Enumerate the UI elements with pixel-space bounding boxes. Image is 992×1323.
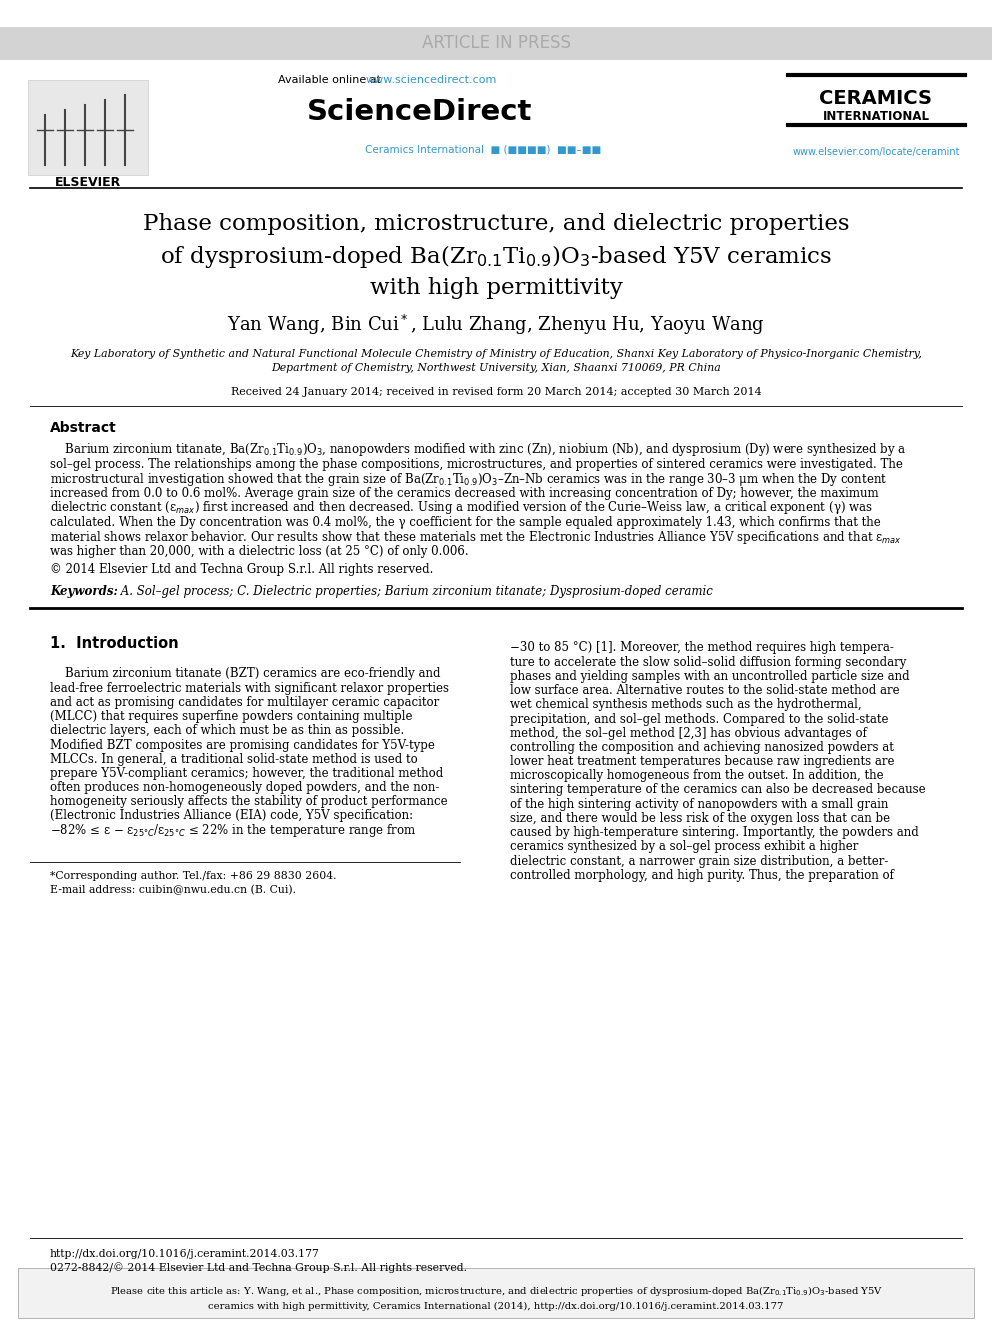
Text: www.elsevier.com/locate/ceramint: www.elsevier.com/locate/ceramint — [793, 147, 959, 157]
Text: (MLCC) that requires superfine powders containing multiple: (MLCC) that requires superfine powders c… — [50, 710, 413, 724]
Text: ture to accelerate the slow solid–solid diffusion forming secondary: ture to accelerate the slow solid–solid … — [510, 656, 907, 668]
Text: Phase composition, microstructure, and dielectric properties: Phase composition, microstructure, and d… — [143, 213, 849, 235]
Text: E-mail address: cuibin@nwu.edu.cn (B. Cui).: E-mail address: cuibin@nwu.edu.cn (B. Cu… — [50, 885, 296, 896]
Text: ScienceDirect: ScienceDirect — [308, 98, 533, 126]
Text: Barium zirconium titanate, Ba(Zr$_{0.1}$Ti$_{0.9}$)O$_3$, nanopowders modified w: Barium zirconium titanate, Ba(Zr$_{0.1}$… — [50, 442, 907, 459]
Text: www.sciencedirect.com: www.sciencedirect.com — [366, 75, 497, 85]
Bar — [28, 79, 148, 175]
Text: sintering temperature of the ceramics can also be decreased because: sintering temperature of the ceramics ca… — [510, 783, 926, 796]
Text: was higher than 20,000, with a dielectric loss (at 25 °C) of only 0.006.: was higher than 20,000, with a dielectri… — [50, 545, 468, 558]
Text: microstructural investigation showed that the grain size of Ba(Zr$_{0.1}$Ti$_{0.: microstructural investigation showed tha… — [50, 471, 887, 487]
Text: 0272-8842/© 2014 Elsevier Ltd and Techna Group S.r.l. All rights reserved.: 0272-8842/© 2014 Elsevier Ltd and Techna… — [50, 1262, 467, 1274]
Text: http://dx.doi.org/10.1016/j.ceramint.2014.03.177: http://dx.doi.org/10.1016/j.ceramint.201… — [50, 1249, 319, 1259]
Text: Abstract: Abstract — [50, 421, 117, 435]
Bar — [0, 26, 992, 60]
Text: controlling the composition and achieving nanosized powders at: controlling the composition and achievin… — [510, 741, 894, 754]
Text: dielectric constant (ε$_{max}$) first increased and then decreased. Using a modi: dielectric constant (ε$_{max}$) first in… — [50, 500, 873, 516]
Text: Yan Wang, Bin Cui$^*$, Lulu Zhang, Zhenyu Hu, Yaoyu Wang: Yan Wang, Bin Cui$^*$, Lulu Zhang, Zheny… — [227, 314, 765, 337]
Text: −30 to 85 °C) [1]. Moreover, the method requires high tempera-: −30 to 85 °C) [1]. Moreover, the method … — [510, 642, 894, 655]
Text: Modified BZT composites are promising candidates for Y5V-type: Modified BZT composites are promising ca… — [50, 738, 434, 751]
Text: controlled morphology, and high purity. Thus, the preparation of: controlled morphology, and high purity. … — [510, 869, 894, 881]
Text: dielectric constant, a narrower grain size distribution, a better-: dielectric constant, a narrower grain si… — [510, 855, 889, 868]
Text: (Electronic Industries Alliance (EIA) code, Y5V specification:: (Electronic Industries Alliance (EIA) co… — [50, 810, 413, 823]
Text: precipitation, and sol–gel methods. Compared to the solid-state: precipitation, and sol–gel methods. Comp… — [510, 713, 889, 725]
Text: sol–gel process. The relationships among the phase compositions, microstructures: sol–gel process. The relationships among… — [50, 458, 903, 471]
Text: low surface area. Alternative routes to the solid-state method are: low surface area. Alternative routes to … — [510, 684, 900, 697]
Text: wet chemical synthesis methods such as the hydrothermal,: wet chemical synthesis methods such as t… — [510, 699, 862, 712]
Text: size, and there would be less risk of the oxygen loss that can be: size, and there would be less risk of th… — [510, 812, 890, 826]
Text: phases and yielding samples with an uncontrolled particle size and: phases and yielding samples with an unco… — [510, 669, 910, 683]
Text: ARTICLE IN PRESS: ARTICLE IN PRESS — [422, 34, 570, 53]
Text: lower heat treatment temperatures because raw ingredients are: lower heat treatment temperatures becaus… — [510, 755, 895, 769]
Text: CERAMICS: CERAMICS — [819, 89, 932, 107]
Text: MLCCs. In general, a traditional solid-state method is used to: MLCCs. In general, a traditional solid-s… — [50, 753, 418, 766]
Text: material shows relaxor behavior. Our results show that these materials met the E: material shows relaxor behavior. Our res… — [50, 528, 902, 545]
Text: prepare Y5V-compliant ceramics; however, the traditional method: prepare Y5V-compliant ceramics; however,… — [50, 767, 443, 779]
Text: increased from 0.0 to 0.6 mol%. Average grain size of the ceramics decreased wit: increased from 0.0 to 0.6 mol%. Average … — [50, 487, 879, 500]
Text: Received 24 January 2014; received in revised form 20 March 2014; accepted 30 Ma: Received 24 January 2014; received in re… — [230, 388, 762, 397]
Text: method, the sol–gel method [2,3] has obvious advantages of: method, the sol–gel method [2,3] has obv… — [510, 726, 867, 740]
Text: Keywords:: Keywords: — [50, 586, 118, 598]
Text: microscopically homogeneous from the outset. In addition, the: microscopically homogeneous from the out… — [510, 769, 884, 782]
Text: −82% ≤ ε − ε$_{25 \degree C}$/ε$_{25 \degree C}$ ≤ 22% in the temperature range : −82% ≤ ε − ε$_{25 \degree C}$/ε$_{25 \de… — [50, 822, 417, 839]
Text: ceramics with high permittivity, Ceramics International (2014), http://dx.doi.or: ceramics with high permittivity, Ceramic… — [208, 1302, 784, 1311]
Text: homogeneity seriously affects the stability of product performance: homogeneity seriously affects the stabil… — [50, 795, 447, 808]
Text: of the high sintering activity of nanopowders with a small grain: of the high sintering activity of nanopo… — [510, 798, 889, 811]
Text: often produces non-homogeneously doped powders, and the non-: often produces non-homogeneously doped p… — [50, 781, 439, 794]
Text: and act as promising candidates for multilayer ceramic capacitor: and act as promising candidates for mult… — [50, 696, 439, 709]
Text: Barium zirconium titanate (BZT) ceramics are eco-friendly and: Barium zirconium titanate (BZT) ceramics… — [50, 668, 440, 680]
Text: dielectric layers, each of which must be as thin as possible.: dielectric layers, each of which must be… — [50, 724, 405, 737]
Text: Department of Chemistry, Northwest University, Xian, Shaanxi 710069, PR China: Department of Chemistry, Northwest Unive… — [271, 363, 721, 373]
Text: Available online at: Available online at — [278, 75, 385, 85]
Text: A. Sol–gel process; C. Dielectric properties; Barium zirconium titanate; Dyspros: A. Sol–gel process; C. Dielectric proper… — [117, 586, 713, 598]
Text: calculated. When the Dy concentration was 0.4 mol%, the γ coefficient for the sa: calculated. When the Dy concentration wa… — [50, 516, 881, 529]
Text: *Corresponding author. Tel./fax: +86 29 8830 2604.: *Corresponding author. Tel./fax: +86 29 … — [50, 872, 336, 881]
Text: lead-free ferroelectric materials with significant relaxor properties: lead-free ferroelectric materials with s… — [50, 681, 449, 695]
Text: caused by high-temperature sintering. Importantly, the powders and: caused by high-temperature sintering. Im… — [510, 826, 919, 839]
Text: ELSEVIER: ELSEVIER — [55, 176, 121, 188]
Text: Ceramics International  ■ (■■■■)  ■■–■■: Ceramics International ■ (■■■■) ■■–■■ — [365, 146, 601, 155]
Text: Please cite this article as: Y. Wang, et al., Phase composition, microstructure,: Please cite this article as: Y. Wang, et… — [109, 1285, 883, 1298]
Text: INTERNATIONAL: INTERNATIONAL — [822, 110, 930, 123]
Text: with high permittivity: with high permittivity — [370, 277, 622, 299]
Text: ceramics synthesized by a sol–gel process exhibit a higher: ceramics synthesized by a sol–gel proces… — [510, 840, 858, 853]
Text: of dysprosium-doped Ba(Zr$_{0.1}$Ti$_{0.9}$)O$_3$-based Y5V ceramics: of dysprosium-doped Ba(Zr$_{0.1}$Ti$_{0.… — [160, 242, 832, 270]
Text: © 2014 Elsevier Ltd and Techna Group S.r.l. All rights reserved.: © 2014 Elsevier Ltd and Techna Group S.r… — [50, 564, 434, 577]
Bar — [18, 1267, 974, 1318]
Text: 1.  Introduction: 1. Introduction — [50, 636, 179, 651]
Text: Key Laboratory of Synthetic and Natural Functional Molecule Chemistry of Ministr: Key Laboratory of Synthetic and Natural … — [70, 349, 922, 359]
